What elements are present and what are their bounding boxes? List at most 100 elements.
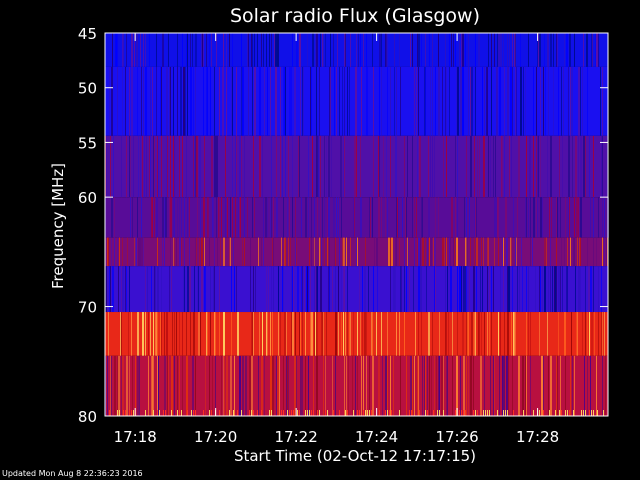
band-streak [329, 266, 330, 313]
band-streak [414, 66, 415, 136]
band-streak [473, 266, 475, 313]
band-streak [454, 237, 455, 267]
band-streak [223, 355, 224, 416]
band-streak [132, 197, 133, 238]
band-streak [241, 135, 242, 198]
band-streak [315, 266, 316, 313]
band-streak [327, 197, 328, 238]
band-streak [590, 197, 591, 238]
edge-streak [565, 410, 566, 416]
band-streak [233, 237, 234, 267]
band-streak [107, 237, 108, 267]
band-streak [396, 197, 397, 238]
band-streak [371, 312, 372, 356]
band-streak [334, 66, 335, 136]
band-streak [245, 355, 246, 416]
edge-streak [507, 410, 508, 416]
band-streak [468, 66, 469, 136]
frequency-band [105, 33, 608, 67]
band-streak [219, 197, 220, 238]
edge-streak [181, 410, 182, 416]
band-streak [529, 135, 531, 198]
band-streak [216, 135, 218, 198]
band-streak [464, 266, 466, 313]
band-streak [213, 197, 214, 238]
band-streak [364, 312, 366, 356]
band-streak [151, 266, 152, 313]
edge-streak [129, 410, 130, 416]
band-streak [283, 355, 284, 416]
band-streak [349, 66, 350, 136]
band-streak [185, 66, 186, 136]
band-streak [373, 135, 374, 198]
band-streak [248, 66, 249, 136]
band-streak [522, 355, 524, 416]
band-streak [281, 237, 282, 267]
band-streak [193, 135, 194, 198]
band-streak [406, 355, 407, 416]
y-axis-label: Frequency [MHz] [49, 163, 67, 289]
band-streak [219, 312, 220, 356]
band-streak [591, 312, 593, 356]
band-streak [338, 197, 339, 238]
band-streak [214, 66, 215, 136]
band-streak [213, 266, 214, 313]
edge-streak [585, 410, 586, 416]
band-streak [190, 33, 191, 67]
band-streak [391, 237, 393, 267]
band-streak [161, 266, 162, 313]
band-streak [483, 135, 485, 198]
band-streak [116, 33, 117, 67]
band-streak [442, 237, 444, 267]
band-streak [276, 355, 277, 416]
band-streak [580, 266, 581, 313]
band-streak [449, 66, 450, 136]
band-streak [421, 312, 422, 356]
band-streak [436, 355, 437, 416]
band-streak [556, 197, 557, 238]
band-streak [586, 33, 588, 67]
band-streak [346, 355, 347, 416]
band-streak [491, 66, 492, 136]
band-streak [462, 312, 464, 356]
band-streak [387, 355, 388, 416]
band-streak [220, 237, 221, 267]
band-streak [509, 33, 510, 67]
edge-streak [503, 410, 504, 416]
band-streak [476, 237, 478, 267]
band-streak [279, 355, 280, 416]
band-streak [350, 312, 351, 356]
band-streak [521, 237, 522, 267]
band-streak [461, 33, 462, 67]
band-streak [319, 33, 320, 67]
band-streak [378, 197, 380, 238]
band-streak [470, 355, 472, 416]
band-streak [251, 355, 253, 416]
band-streak [230, 197, 231, 238]
band-streak [200, 197, 201, 238]
band-streak [110, 355, 111, 416]
band-streak [495, 135, 496, 198]
band-streak [214, 312, 215, 356]
band-streak [378, 355, 380, 416]
band-streak [316, 33, 318, 67]
band-streak [291, 66, 292, 136]
band-streak [164, 237, 165, 267]
band-streak [164, 312, 165, 356]
band-streak [441, 355, 443, 416]
band-streak [466, 266, 467, 313]
edge-streak [293, 410, 294, 416]
band-streak [514, 312, 515, 356]
band-streak [417, 135, 418, 198]
band-streak [252, 197, 253, 238]
band-streak [416, 66, 417, 136]
edge-streak [163, 410, 164, 416]
band-streak [543, 355, 544, 416]
band-streak [177, 197, 178, 238]
band-streak [561, 66, 562, 136]
band-streak [261, 237, 262, 267]
band-streak [412, 197, 413, 238]
band-streak [446, 237, 447, 267]
band-streak [294, 66, 296, 136]
band-streak [504, 135, 505, 198]
